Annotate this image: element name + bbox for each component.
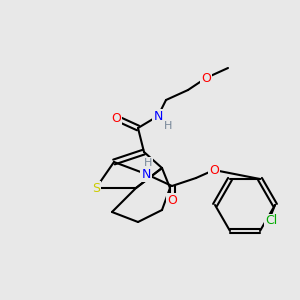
Text: S: S xyxy=(92,182,100,194)
Text: N: N xyxy=(153,110,163,122)
Text: O: O xyxy=(111,112,121,124)
Text: O: O xyxy=(209,164,219,176)
Text: N: N xyxy=(141,167,151,181)
Text: O: O xyxy=(201,71,211,85)
Text: H: H xyxy=(164,121,172,131)
Text: Cl: Cl xyxy=(265,214,277,227)
Text: O: O xyxy=(167,194,177,206)
Text: H: H xyxy=(144,158,152,168)
